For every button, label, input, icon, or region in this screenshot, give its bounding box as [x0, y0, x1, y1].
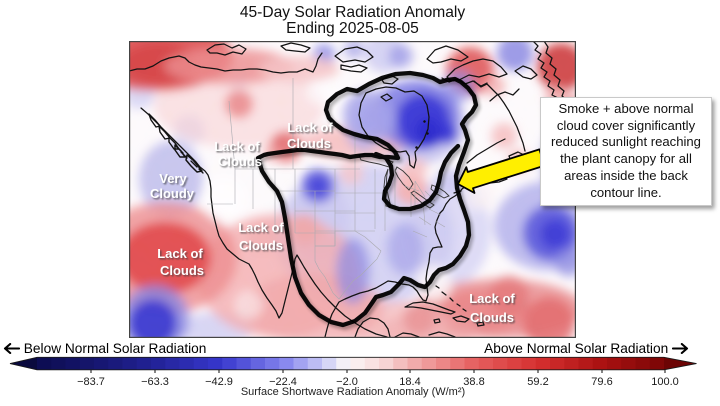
svg-text:Lack of: Lack of [287, 120, 333, 135]
svg-text:Lack of: Lack of [157, 246, 203, 261]
svg-text:Clouds: Clouds [471, 312, 515, 327]
svg-text:Lack of: Lack of [240, 222, 286, 237]
svg-text:Cloudy: Cloudy [151, 188, 196, 203]
svg-text:Clouds: Clouds [219, 156, 263, 171]
svg-text:Lack of: Lack of [289, 122, 335, 137]
svg-text:Lack of: Lack of [214, 139, 260, 154]
svg-text:Very: Very [161, 173, 189, 188]
svg-text:Clouds: Clouds [239, 238, 283, 253]
svg-text:Lack of: Lack of [469, 291, 515, 306]
svg-text:Lack of: Lack of [159, 248, 205, 263]
svg-text:Clouds: Clouds [470, 310, 514, 325]
svg-text:Clouds: Clouds [287, 136, 331, 151]
svg-text:Lack of: Lack of [238, 220, 284, 235]
svg-text:Lack of: Lack of [471, 293, 517, 308]
svg-text:Clouds: Clouds [288, 138, 332, 153]
svg-text:Clouds: Clouds [240, 240, 284, 255]
svg-text:Very: Very [159, 171, 187, 186]
svg-text:Clouds: Clouds [218, 154, 262, 169]
svg-text:Clouds: Clouds [161, 265, 205, 280]
svg-text:Clouds: Clouds [160, 263, 204, 278]
svg-text:Cloudy: Cloudy [150, 186, 195, 201]
svg-text:Lack of: Lack of [216, 141, 262, 156]
